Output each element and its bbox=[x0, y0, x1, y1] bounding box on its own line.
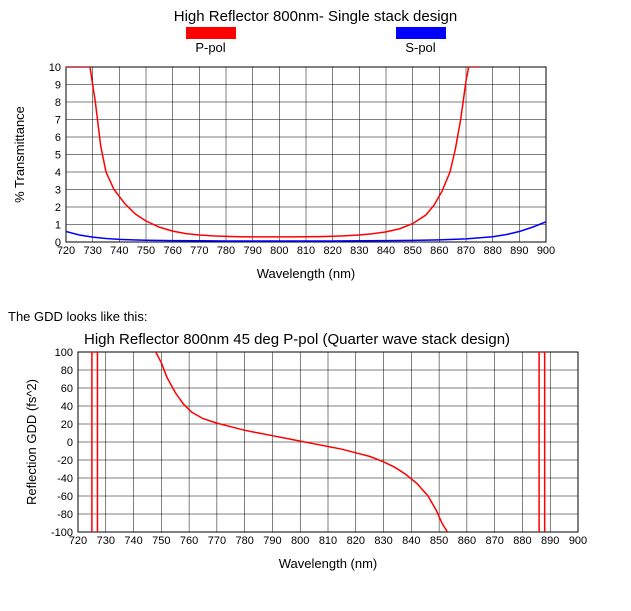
svg-text:810: 810 bbox=[319, 535, 337, 547]
svg-text:1: 1 bbox=[55, 220, 61, 232]
svg-text:Wavelength (nm): Wavelength (nm) bbox=[257, 266, 356, 281]
svg-text:100: 100 bbox=[55, 347, 73, 359]
svg-text:0: 0 bbox=[55, 237, 61, 249]
svg-text:3: 3 bbox=[55, 185, 61, 197]
svg-text:760: 760 bbox=[163, 245, 181, 257]
svg-text:820: 820 bbox=[323, 245, 341, 257]
svg-text:9: 9 bbox=[55, 80, 61, 92]
svg-text:-100: -100 bbox=[51, 527, 73, 539]
svg-text:890: 890 bbox=[510, 245, 528, 257]
legend-p-pol: P-pol bbox=[186, 27, 236, 55]
svg-text:10: 10 bbox=[49, 62, 61, 74]
legend-swatch-p bbox=[186, 27, 236, 39]
svg-text:750: 750 bbox=[152, 535, 170, 547]
svg-text:-80: -80 bbox=[57, 509, 73, 521]
chart1-svg: 7207307407507607707807908008108208308408… bbox=[8, 59, 568, 294]
svg-text:780: 780 bbox=[235, 535, 253, 547]
svg-text:Wavelength (nm): Wavelength (nm) bbox=[279, 556, 378, 571]
svg-text:860: 860 bbox=[458, 535, 476, 547]
legend-swatch-s bbox=[396, 27, 446, 39]
svg-text:7: 7 bbox=[55, 115, 61, 127]
legend-label-s: S-pol bbox=[405, 40, 435, 55]
chart1-container: High Reflector 800nm- Single stack desig… bbox=[8, 8, 623, 297]
svg-text:830: 830 bbox=[374, 535, 392, 547]
svg-text:880: 880 bbox=[513, 535, 531, 547]
svg-text:40: 40 bbox=[61, 401, 73, 413]
svg-text:20: 20 bbox=[61, 419, 73, 431]
svg-text:740: 740 bbox=[110, 245, 128, 257]
svg-text:850: 850 bbox=[430, 535, 448, 547]
svg-text:80: 80 bbox=[61, 365, 73, 377]
legend-label-p: P-pol bbox=[195, 40, 225, 55]
svg-text:6: 6 bbox=[55, 132, 61, 144]
svg-text:0: 0 bbox=[67, 437, 73, 449]
svg-text:% Transmittance: % Transmittance bbox=[12, 106, 27, 203]
svg-text:60: 60 bbox=[61, 383, 73, 395]
chart1-legend: P-pol S-pol bbox=[8, 27, 623, 55]
svg-text:890: 890 bbox=[541, 535, 559, 547]
chart2-svg: 7207307407507607707807908008108208308408… bbox=[8, 328, 608, 588]
svg-text:860: 860 bbox=[430, 245, 448, 257]
svg-text:730: 730 bbox=[97, 535, 115, 547]
chart2-container: 7207307407507607707807908008108208308408… bbox=[8, 328, 623, 591]
svg-text:750: 750 bbox=[137, 245, 155, 257]
svg-text:870: 870 bbox=[485, 535, 503, 547]
svg-text:-60: -60 bbox=[57, 491, 73, 503]
svg-text:High Reflector 800nm 45 deg P-: High Reflector 800nm 45 deg P-pol (Quart… bbox=[84, 331, 510, 348]
svg-text:2: 2 bbox=[55, 202, 61, 214]
svg-text:770: 770 bbox=[190, 245, 208, 257]
gdd-caption: The GDD looks like this: bbox=[8, 309, 623, 324]
svg-text:-40: -40 bbox=[57, 473, 73, 485]
svg-text:740: 740 bbox=[124, 535, 142, 547]
svg-text:800: 800 bbox=[291, 535, 309, 547]
svg-text:900: 900 bbox=[537, 245, 555, 257]
legend-s-pol: S-pol bbox=[396, 27, 446, 55]
svg-text:-20: -20 bbox=[57, 455, 73, 467]
svg-text:760: 760 bbox=[180, 535, 198, 547]
svg-text:5: 5 bbox=[55, 150, 61, 162]
svg-text:770: 770 bbox=[208, 535, 226, 547]
svg-text:Reflection GDD (fs^2): Reflection GDD (fs^2) bbox=[24, 379, 39, 505]
svg-text:900: 900 bbox=[569, 535, 587, 547]
chart1-title: High Reflector 800nm- Single stack desig… bbox=[8, 8, 623, 25]
svg-text:800: 800 bbox=[270, 245, 288, 257]
svg-text:870: 870 bbox=[457, 245, 475, 257]
svg-text:780: 780 bbox=[217, 245, 235, 257]
svg-text:880: 880 bbox=[483, 245, 501, 257]
svg-text:730: 730 bbox=[83, 245, 101, 257]
svg-text:840: 840 bbox=[402, 535, 420, 547]
svg-text:840: 840 bbox=[377, 245, 395, 257]
svg-text:8: 8 bbox=[55, 97, 61, 109]
svg-text:850: 850 bbox=[403, 245, 421, 257]
svg-text:790: 790 bbox=[263, 535, 281, 547]
svg-text:830: 830 bbox=[350, 245, 368, 257]
svg-text:4: 4 bbox=[55, 167, 61, 179]
svg-text:820: 820 bbox=[347, 535, 365, 547]
svg-text:790: 790 bbox=[243, 245, 261, 257]
svg-text:810: 810 bbox=[297, 245, 315, 257]
